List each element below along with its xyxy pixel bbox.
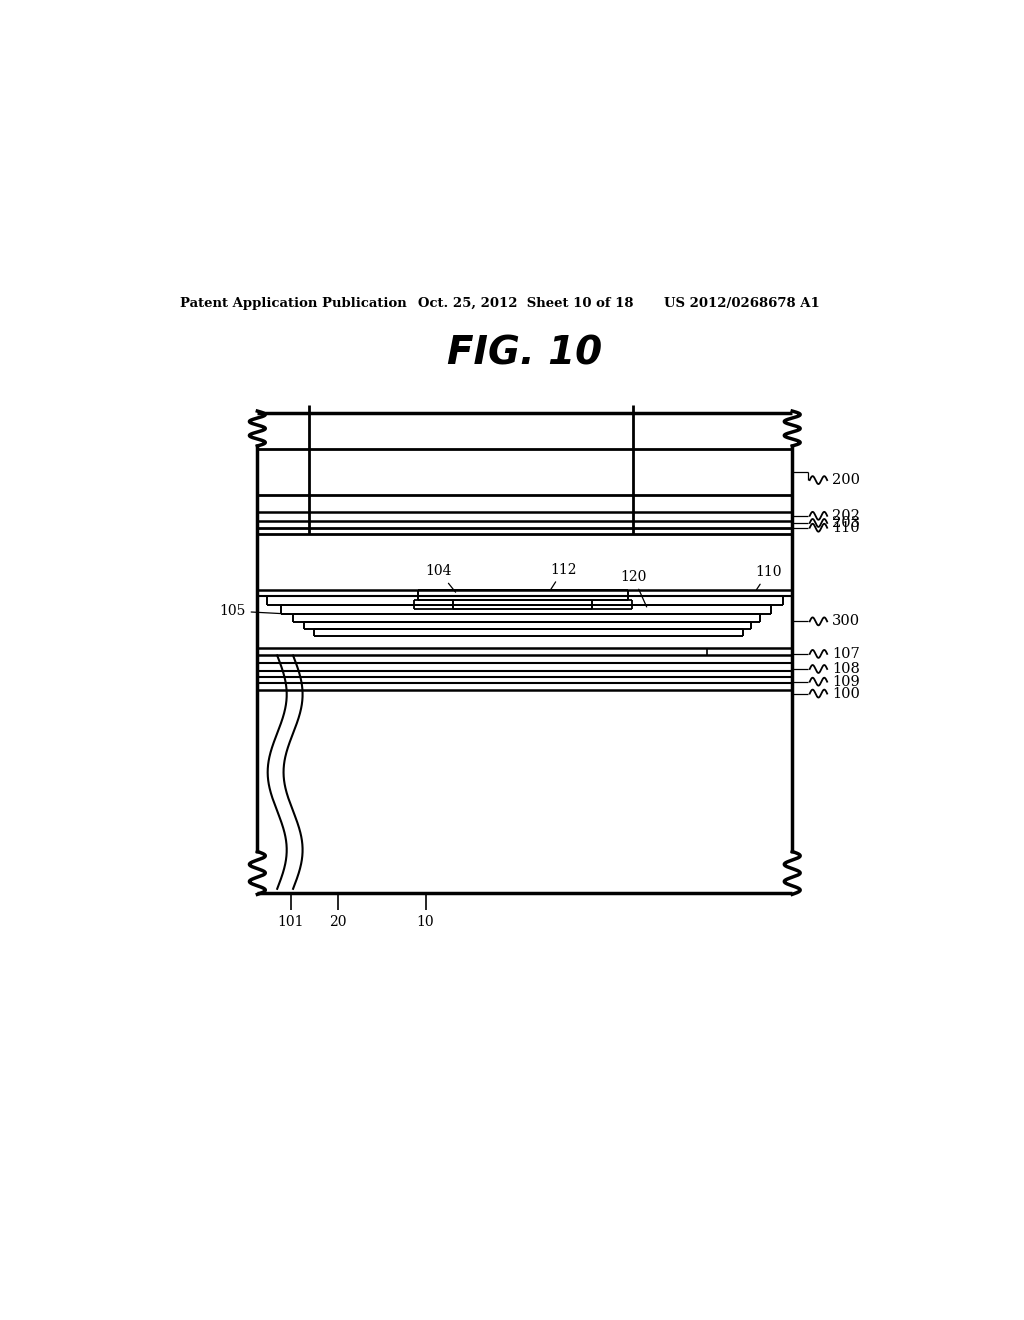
Text: 104: 104 — [426, 565, 456, 593]
Text: 105: 105 — [219, 605, 290, 618]
Text: 10: 10 — [417, 915, 434, 929]
Text: US 2012/0268678 A1: US 2012/0268678 A1 — [664, 297, 819, 310]
Text: 100: 100 — [831, 686, 860, 701]
Text: 110: 110 — [831, 520, 859, 535]
Bar — [708, 648, 793, 656]
Text: 112: 112 — [550, 562, 577, 590]
Bar — [418, 590, 628, 599]
Text: 101: 101 — [278, 915, 304, 929]
Text: 20: 20 — [330, 915, 347, 929]
Text: 200: 200 — [831, 473, 860, 487]
Text: Patent Application Publication: Patent Application Publication — [179, 297, 407, 310]
Bar — [309, 449, 633, 495]
Text: 203: 203 — [831, 516, 860, 529]
Bar — [267, 595, 782, 606]
Text: Oct. 25, 2012  Sheet 10 of 18: Oct. 25, 2012 Sheet 10 of 18 — [418, 297, 633, 310]
Text: 110: 110 — [755, 565, 781, 590]
Text: 120: 120 — [620, 570, 647, 607]
Text: 109: 109 — [831, 675, 860, 689]
Bar — [314, 630, 743, 636]
Text: 300: 300 — [831, 614, 860, 628]
Text: 108: 108 — [831, 663, 860, 676]
Bar — [309, 521, 633, 528]
Bar — [309, 512, 633, 521]
Bar — [293, 614, 761, 622]
Text: 107: 107 — [831, 647, 860, 661]
Bar — [454, 599, 592, 610]
Text: FIG. 10: FIG. 10 — [447, 334, 602, 372]
Bar — [334, 653, 612, 672]
Text: 202: 202 — [831, 508, 860, 523]
